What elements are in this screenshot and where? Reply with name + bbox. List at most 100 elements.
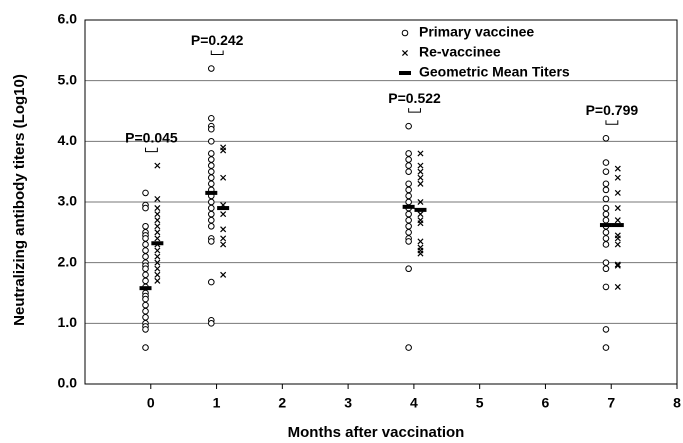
y-tick-label: 3.0	[58, 193, 78, 209]
x-axis-label: Months after vaccination	[288, 424, 465, 441]
point-revaccinee	[417, 211, 424, 218]
point-revaccinee	[154, 271, 161, 278]
y-tick-label: 5.0	[58, 71, 78, 87]
point-primary	[405, 168, 412, 175]
point-primary	[207, 156, 215, 163]
plot-frame	[84, 19, 678, 385]
point-primary	[602, 283, 610, 291]
point-primary	[602, 186, 610, 194]
p-bracket	[145, 147, 158, 153]
y-tick-label: 2.0	[58, 253, 78, 269]
point-revaccinee	[614, 189, 621, 196]
x-tick-label: 7	[607, 395, 615, 411]
x-tick-label: 5	[476, 395, 484, 411]
point-revaccinee	[417, 168, 424, 175]
point-revaccinee	[154, 253, 161, 260]
point-primary	[142, 241, 149, 248]
point-primary	[602, 326, 610, 333]
point-primary	[207, 180, 215, 188]
point-primary	[602, 235, 610, 242]
point-revaccinee	[154, 223, 161, 230]
point-revaccinee	[154, 217, 161, 224]
point-primary	[142, 313, 149, 321]
x-tick-label: 4	[410, 395, 418, 411]
point-primary	[405, 238, 412, 245]
point-revaccinee	[417, 180, 424, 187]
point-revaccinee	[417, 150, 424, 157]
point-revaccinee	[614, 262, 621, 269]
point-primary	[142, 271, 149, 279]
p-value: P=0.522	[388, 90, 441, 106]
point-revaccinee	[220, 147, 227, 154]
point-revaccinee	[614, 174, 621, 181]
gmt-bar	[139, 286, 152, 291]
gmt-bar	[402, 204, 415, 209]
point-revaccinee	[154, 235, 161, 242]
legend-marker	[401, 29, 409, 37]
point-revaccinee	[614, 217, 621, 224]
point-primary	[405, 122, 412, 130]
point-revaccinee	[614, 205, 621, 212]
legend-marker	[399, 71, 411, 75]
point-primary	[207, 114, 215, 122]
point-revaccinee	[614, 283, 621, 290]
point-primary	[602, 216, 610, 224]
y-axis-label: Neutralizing antibody titers (Log10)	[11, 74, 28, 326]
point-primary	[602, 159, 610, 166]
p-bracket	[605, 120, 619, 125]
p-value: P=0.799	[586, 102, 639, 118]
point-revaccinee	[614, 241, 621, 248]
point-primary	[142, 235, 149, 242]
gmt-bar	[151, 241, 164, 246]
point-primary	[207, 198, 215, 206]
point-revaccinee	[154, 195, 161, 202]
point-primary	[207, 168, 215, 175]
point-primary	[405, 229, 412, 236]
point-primary	[142, 307, 149, 315]
point-revaccinee	[417, 198, 424, 206]
point-revaccinee	[154, 277, 161, 284]
point-primary	[142, 326, 149, 333]
point-revaccinee	[154, 162, 161, 169]
point-primary	[142, 189, 149, 197]
point-primary	[207, 65, 215, 72]
point-primary	[207, 222, 215, 230]
point-primary	[602, 229, 610, 236]
legend-label: Re-vaccinee	[419, 44, 501, 60]
point-primary	[207, 278, 215, 286]
legend-label: Geometric Mean Titers	[419, 64, 570, 80]
point-revaccinee	[220, 226, 227, 233]
point-primary	[602, 168, 610, 175]
point-primary	[207, 320, 215, 327]
point-primary	[207, 210, 215, 218]
gmt-bar	[414, 207, 427, 212]
point-revaccinee	[417, 162, 424, 169]
point-primary	[602, 265, 610, 273]
point-revaccinee	[417, 250, 424, 257]
gmt-bar	[205, 190, 218, 195]
point-primary	[405, 162, 412, 169]
point-revaccinee	[417, 174, 424, 181]
point-revaccinee	[220, 271, 227, 278]
point-primary	[207, 216, 215, 224]
x-tick-label: 3	[344, 395, 352, 411]
point-revaccinee	[614, 261, 621, 268]
point-primary	[602, 135, 610, 142]
point-revaccinee	[220, 174, 227, 181]
point-revaccinee	[154, 229, 161, 236]
point-primary	[405, 180, 412, 188]
point-revaccinee	[220, 241, 227, 248]
point-primary	[405, 216, 412, 224]
point-revaccinee	[154, 265, 161, 272]
legend-marker	[401, 49, 409, 57]
point-primary	[142, 301, 149, 309]
point-primary	[602, 195, 610, 203]
point-primary	[207, 238, 215, 245]
y-tick-label: 1.0	[58, 314, 78, 330]
point-revaccinee	[417, 220, 424, 227]
point-primary	[142, 222, 149, 230]
point-primary	[142, 204, 149, 212]
y-tick-label: 6.0	[58, 11, 78, 27]
point-primary	[142, 295, 149, 303]
